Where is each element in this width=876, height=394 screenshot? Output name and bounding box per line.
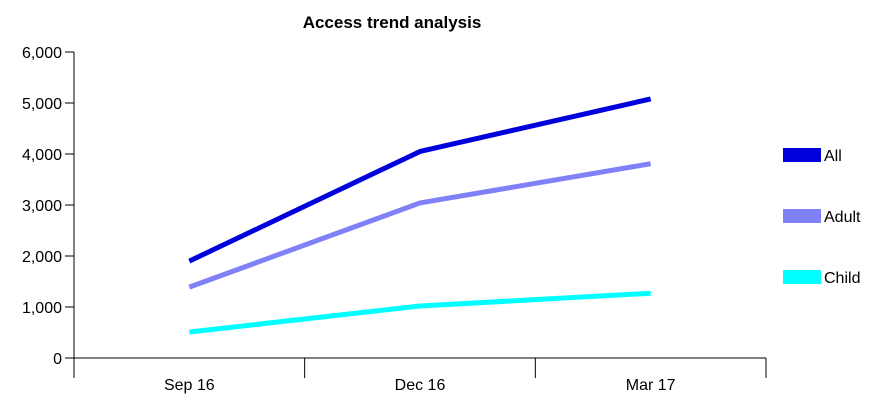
x-tick-label: Mar 17 <box>626 377 676 394</box>
chart-title: Access trend analysis <box>303 13 482 32</box>
legend-label-child: Child <box>824 270 860 287</box>
y-tick-label: 3,000 <box>22 198 62 215</box>
y-ticks: 0 1,000 2,000 3,000 4,000 5,000 6,000 <box>22 45 74 368</box>
y-tick-label: 2,000 <box>22 249 62 266</box>
series-line-adult <box>188 161 652 290</box>
legend-label-adult: Adult <box>824 209 861 226</box>
series-line-child <box>189 290 651 335</box>
y-tick-label: 6,000 <box>22 45 62 62</box>
x-ticks: Sep 16 Dec 16 Mar 17 <box>73 358 767 394</box>
legend-swatch-child <box>783 270 821 284</box>
x-tick-label: Sep 16 <box>164 377 215 394</box>
legend: All Adult Child <box>783 148 861 287</box>
series-lines <box>188 96 652 335</box>
y-tick-label: 0 <box>53 351 62 368</box>
legend-swatch-all <box>783 148 821 162</box>
y-tick-label: 5,000 <box>22 96 62 113</box>
y-tick-label: 4,000 <box>22 147 62 164</box>
legend-label-all: All <box>824 148 842 165</box>
legend-swatch-adult <box>783 209 821 223</box>
y-tick-label: 1,000 <box>22 300 62 317</box>
x-tick-label: Dec 16 <box>395 377 446 394</box>
series-line-all <box>188 96 652 264</box>
